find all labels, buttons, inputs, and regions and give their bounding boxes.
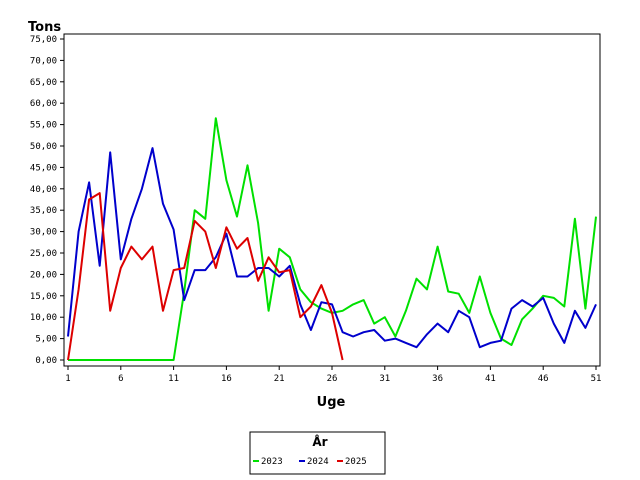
y-tick-label: 25,00 — [30, 249, 57, 259]
y-tick-label: 45,00 — [30, 163, 57, 173]
y-tick-label: 10,00 — [30, 313, 57, 323]
y-tick-label: 5,00 — [35, 335, 57, 345]
y-tick-label: 35,00 — [30, 206, 57, 216]
y-tick-label: 15,00 — [30, 292, 57, 302]
x-tick-label: 41 — [485, 374, 496, 384]
y-tick-label: 40,00 — [30, 185, 57, 195]
y-tick-label: 50,00 — [30, 142, 57, 152]
legend-items: 2023 2024 2025 — [253, 457, 367, 467]
x-tick-label: 26 — [327, 374, 338, 384]
x-tick-label: 21 — [274, 374, 285, 384]
x-axis-title: Uge — [317, 395, 346, 410]
y-tick-label: 55,00 — [30, 121, 57, 131]
series-lines — [67, 117, 597, 361]
y-tick-label: 65,00 — [30, 78, 57, 88]
series-line-2025 — [67, 192, 344, 361]
x-tick-label: 16 — [221, 374, 232, 384]
x-tick-label: 6 — [118, 374, 123, 384]
x-tick-label: 51 — [591, 374, 602, 384]
plot-area — [63, 33, 601, 367]
legend-label-2023: 2023 — [261, 457, 283, 467]
y-tick-label: 20,00 — [30, 270, 57, 280]
series-line-2023 — [68, 117, 597, 361]
legend-title: År — [312, 434, 327, 449]
y-tick-label: 60,00 — [30, 99, 57, 109]
legend-label-2025: 2025 — [345, 457, 367, 467]
legend-label-2024: 2024 — [307, 457, 329, 467]
x-tick-label: 1 — [65, 374, 70, 384]
x-tick-label: 11 — [168, 374, 179, 384]
y-axis-ticks: 0,00 5,00 10,00 15,00 20,00 25,00 30,00 35,00 40… — [30, 35, 64, 366]
y-tick-label: 75,00 — [30, 35, 57, 45]
x-tick-label: 36 — [432, 374, 443, 384]
legend-box — [249, 431, 386, 475]
y-tick-label: 70,00 — [30, 56, 57, 66]
x-axis-ticks: 1 6 11 16 21 26 31 36 41 46 51 — [65, 366, 601, 384]
y-axis-title: Tons — [28, 20, 61, 35]
legend: År 2023 2024 2025 — [249, 431, 386, 475]
series-line-2024 — [67, 147, 597, 349]
y-tick-label: 30,00 — [30, 228, 57, 238]
x-tick-label: 31 — [379, 374, 390, 384]
x-tick-label: 46 — [538, 374, 549, 384]
y-tick-label: 0,00 — [35, 356, 57, 366]
